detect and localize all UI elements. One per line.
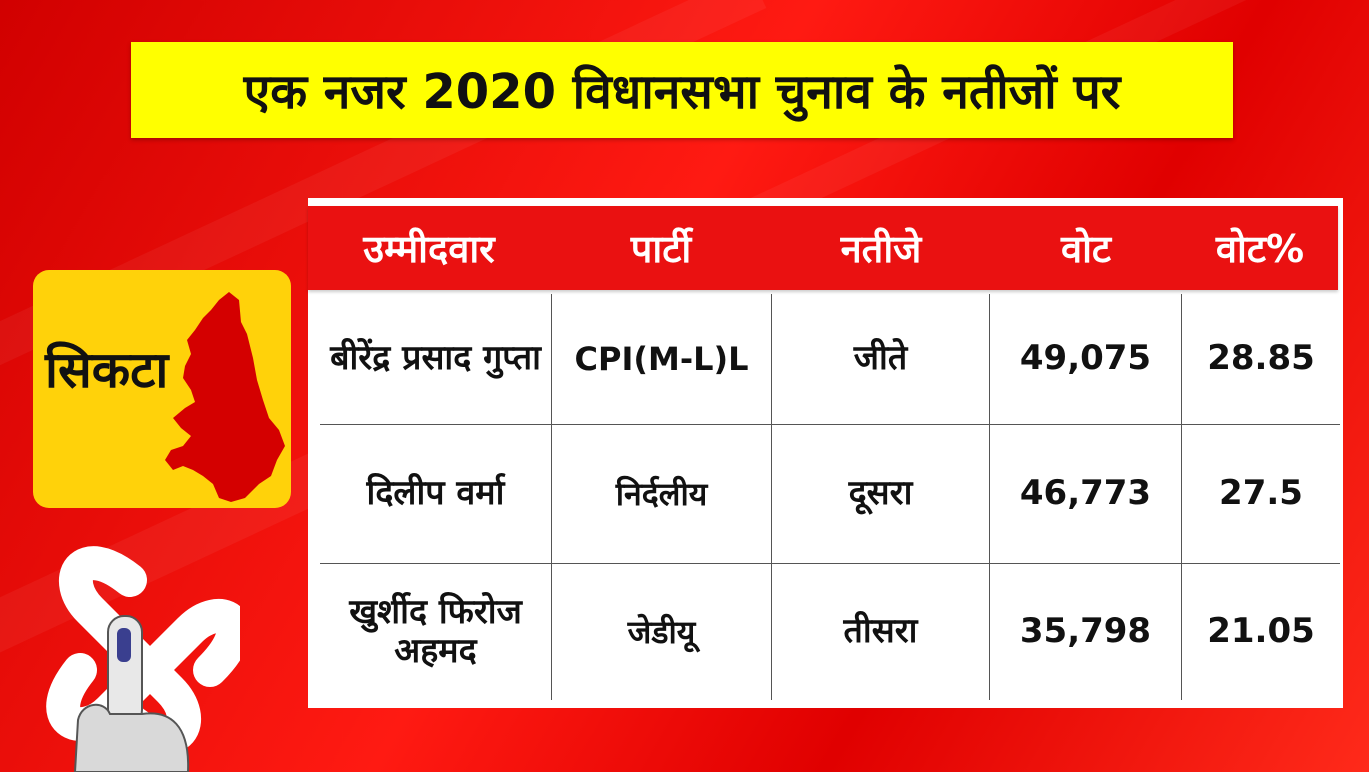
party-name: जेडीयू	[552, 564, 772, 700]
page-title: एक नजर 2020 विधानसभा चुनाव के नतीजों पर	[243, 63, 1121, 120]
header-candidate: उम्मीदवार	[363, 227, 495, 271]
result-status: जीते	[772, 294, 990, 424]
vote-count: 46,773	[990, 425, 1182, 563]
header-votes: वोट	[1060, 227, 1112, 271]
election-symbol-icon	[46, 546, 240, 772]
header-result: नतीजे	[840, 227, 922, 271]
vote-count: 35,798	[990, 564, 1182, 700]
table-row: दिलीप वर्मा निर्दलीय दूसरा 46,773 27.5	[320, 425, 1340, 564]
candidate-name: दिलीप वर्मा	[320, 425, 552, 563]
candidate-name: खुर्शीद फिरोज अहमद	[320, 564, 552, 700]
constituency-name: सिकटा	[45, 341, 169, 399]
table-body: बीरेंद्र प्रसाद गुप्ता CPI(M-L)L जीते 49…	[320, 294, 1340, 700]
table-header: उम्मीदवार पार्टी नतीजे वोट वोट%	[308, 206, 1338, 290]
constituency-card: सिकटा	[33, 270, 291, 508]
vote-percent: 21.05	[1207, 611, 1315, 652]
header-party: पार्टी	[630, 227, 692, 271]
candidate-name: बीरेंद्र प्रसाद गुप्ता	[320, 294, 552, 424]
header-vote-pct: वोट%	[1215, 227, 1305, 271]
table-row: खुर्शीद फिरोज अहमद जेडीयू तीसरा 35,798 2…	[320, 564, 1340, 700]
table-row: बीरेंद्र प्रसाद गुप्ता CPI(M-L)L जीते 49…	[320, 294, 1340, 425]
result-status: तीसरा	[772, 564, 990, 700]
vote-percent: 27.5	[1219, 473, 1303, 514]
party-name: निर्दलीय	[552, 425, 772, 563]
vote-percent: 28.85	[1207, 338, 1315, 379]
title-banner: एक नजर 2020 विधानसभा चुनाव के नतीजों पर	[131, 42, 1233, 138]
constituency-map-icon	[165, 292, 285, 502]
vote-count: 49,075	[990, 294, 1182, 424]
result-status: दूसरा	[772, 425, 990, 563]
results-table: उम्मीदवार पार्टी नतीजे वोट वोट% बीरेंद्र…	[308, 198, 1343, 708]
party-name: CPI(M-L)L	[552, 294, 772, 424]
